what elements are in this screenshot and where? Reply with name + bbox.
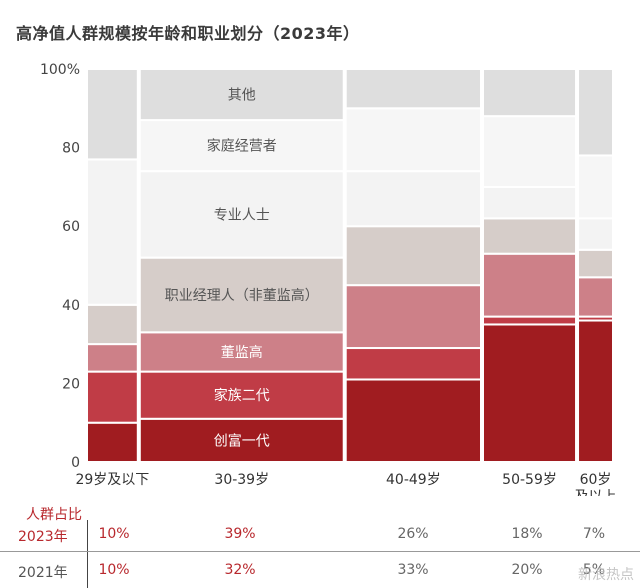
segment-4-6 [577,68,614,157]
cell-2021-40-49: 33% [397,562,429,578]
segment-3-4 [482,185,578,220]
y-tick-label: 40 [62,298,80,314]
segment-4-4 [577,217,614,251]
y-tick-label: 100% [40,62,80,78]
mekko-chart: 0 20 40 60 80 100% 29岁及以下 30-39岁 40-49岁 50-59岁 60岁… [40,62,617,496]
segment-3-6 [482,68,578,118]
population-share-table: 人群占比 2023年 10% 39% 26% 18% 7% 2021年 10% … [0,496,640,588]
segment-1-1 [138,370,345,420]
row-label-2021: 2021年 [18,565,68,581]
x-axis-label: 30-39岁 [214,472,269,488]
segment-0-3 [86,303,139,346]
segment-3-0 [482,323,578,464]
segment-2-3 [344,225,482,287]
segment-4-2 [577,276,614,318]
segment-2-1 [344,347,482,381]
cell-2021-60plus: 5% [582,562,606,578]
segment-category-label: 董监高 [221,344,263,361]
y-tick-label: 0 [71,455,80,471]
y-tick-label: 60 [62,219,80,235]
cell-2021-50-59: 20% [511,562,543,578]
segment-2-2 [344,284,482,350]
segment-category-label: 其他 [228,88,256,104]
cell-2023-40-49: 26% [397,526,429,542]
segment-1-3 [138,256,345,334]
cell-2021-29: 10% [98,562,130,578]
segment-0-4 [86,158,139,306]
segment-2-4 [344,170,482,228]
segment-4-3 [577,248,614,279]
segment-0-1 [86,370,139,424]
x-axis-label: 40-49岁 [386,472,441,488]
segment-3-1 [482,315,578,326]
segment-2-0 [344,378,482,463]
segment-category-label: 家庭经营者 [207,138,277,155]
x-axis-label: 60岁及以上 [575,472,617,496]
segment-3-2 [482,252,578,318]
cell-2023-30-39: 39% [224,526,256,542]
row-label-2023: 2023年 [18,529,68,545]
segment-2-5 [344,107,482,173]
x-axis-label: 29岁及以下 [75,472,149,488]
y-tick-label: 20 [62,376,80,392]
segment-category-label: 专业人士 [214,207,270,223]
segment-category-label: 家族二代 [214,387,270,404]
segment-3-5 [482,115,578,188]
segment-category-label: 职业经理人（非董监高） [165,287,319,304]
segment-1-2 [138,331,345,373]
segment-4-0 [577,319,614,463]
x-axis-label: 50-59岁 [502,472,557,488]
cell-2023-29: 10% [98,526,130,542]
y-tick-label: 80 [62,141,80,157]
segment-1-5 [138,119,345,173]
segment-1-6 [138,68,345,122]
segment-4-5 [577,154,614,220]
segment-0-2 [86,343,139,373]
watermark: 新浪热点 [578,567,634,583]
chart-title: 高净值人群规模按年龄和职业划分（2023年） [16,24,360,43]
cell-2023-50-59: 18% [511,526,543,542]
table-vertical-divider [87,520,88,588]
segment-category-label: 创富一代 [214,432,270,449]
cell-2023-60plus: 7% [582,526,606,542]
segment-0-0 [86,421,139,464]
segment-3-3 [482,217,578,255]
segment-2-6 [344,68,482,110]
share-table-title: 人群占比 [26,507,82,523]
segment-0-6 [86,68,139,161]
cell-2021-30-39: 32% [224,562,256,578]
table-horizontal-divider [0,551,640,552]
